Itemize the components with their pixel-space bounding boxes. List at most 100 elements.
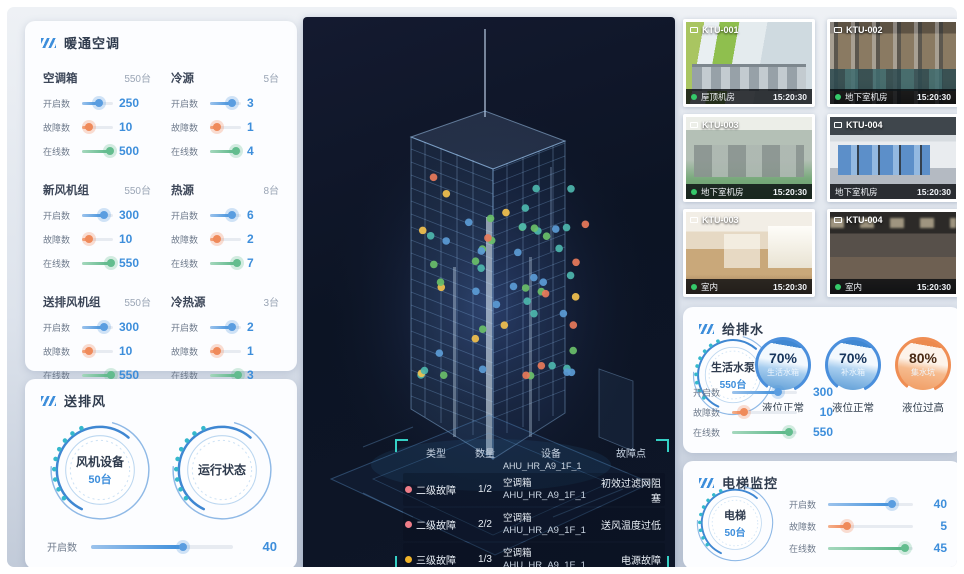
metric-value: 550 — [812, 425, 833, 439]
slider-track[interactable] — [210, 349, 241, 353]
camera-tile[interactable]: KTU-001 屋顶机房 15:20:30 — [683, 19, 815, 107]
slider-track[interactable] — [82, 261, 113, 265]
water-panel-header: 给排水 — [683, 307, 957, 344]
slider-track[interactable] — [82, 125, 113, 129]
slider-fill — [210, 149, 237, 153]
metric-value: 300 — [812, 385, 833, 399]
bracket-corner — [395, 556, 408, 567]
slider-track[interactable] — [732, 390, 797, 394]
metric-value: 7 — [247, 256, 254, 270]
partial-device-text: AHU_HR_A9_1F_1 — [503, 460, 582, 471]
camera-tile[interactable]: KTU-003 地下室机房 15:20:30 — [683, 114, 815, 202]
metric-label: 开启数 — [43, 98, 71, 109]
metric-label: 在线数 — [43, 146, 71, 157]
fans-panel: 送排风 风机设备 50台 — [25, 379, 297, 567]
fans-panel-header: 送排风 — [25, 379, 297, 416]
metric-slider: 开启数 40 — [789, 497, 947, 511]
metric-label: 在线数 — [43, 370, 71, 381]
camera-icon — [690, 122, 698, 128]
metric-value: 10 — [119, 232, 133, 246]
camera-tile[interactable]: KTU-003 室内 15:20:30 — [683, 209, 815, 297]
camera-id: KTU-004 — [846, 120, 883, 130]
fault-device-type: 空调箱 — [503, 512, 532, 524]
slider-track[interactable] — [82, 325, 113, 329]
slider-track[interactable] — [210, 261, 241, 265]
fault-level-dot — [405, 521, 412, 528]
fault-row[interactable]: 二级故障 2/2 空调箱 AHU_HR_A9_1F_1 送风温度过低 — [403, 508, 665, 541]
slider-track[interactable] — [828, 546, 913, 550]
slider-track[interactable] — [210, 125, 241, 129]
slider-track[interactable] — [732, 430, 797, 434]
slider-track[interactable] — [210, 237, 241, 241]
slider-track[interactable] — [91, 544, 233, 549]
metric-value: 6 — [247, 208, 254, 222]
slider-track[interactable] — [210, 213, 241, 217]
camera-tile[interactable]: KTU-004 室内 15:20:30 — [827, 209, 957, 297]
camera-icon — [834, 217, 842, 223]
tank-sump: 80% 集水坑 液位过高 — [893, 337, 953, 415]
slider-track[interactable] — [82, 149, 113, 153]
camera-tile[interactable]: KTU-004 地下室机房 15:20:30 — [827, 114, 957, 202]
metric-label: 开启数 — [47, 543, 77, 554]
slider-track[interactable] — [828, 524, 913, 528]
metric-value: 250 — [119, 96, 140, 110]
metric-label: 在线数 — [171, 258, 199, 269]
group-total: 8台 — [263, 186, 279, 197]
slider-track[interactable] — [732, 410, 797, 414]
camera-tile[interactable]: KTU-002 地下室机房 15:20:30 — [827, 19, 957, 107]
fault-level-dot — [405, 556, 412, 563]
gauge-title: 运行状态 — [197, 463, 246, 477]
slider-fill — [210, 213, 233, 217]
metric-slider: 在线数 3 — [171, 368, 279, 382]
metric-label: 开启数 — [43, 322, 71, 333]
metric-label: 开启数 — [171, 322, 199, 333]
slider-track[interactable] — [82, 237, 113, 241]
metric-value: 3 — [247, 368, 254, 382]
camera-feed-image: KTU-004 室内 15:20:30 — [830, 212, 956, 294]
fault-row[interactable]: 三级故障 1/3 空调箱 AHU_HR_A9_1F_1 电源故障 — [403, 543, 665, 571]
metric-slider: 故障数 10 — [693, 405, 833, 419]
slider-track[interactable] — [82, 213, 113, 217]
slider-track[interactable] — [210, 373, 241, 377]
metric-label: 故障数 — [171, 122, 199, 133]
camera-location: 地下室机房 — [845, 91, 888, 102]
slider-fill — [732, 390, 778, 394]
metric-slider: 在线数 550 — [43, 368, 151, 382]
fault-row-partial: AHU_HR_A9_1F_1 — [403, 460, 665, 471]
slider-track[interactable] — [82, 101, 113, 105]
slider-track[interactable] — [210, 149, 241, 153]
metric-slider: 故障数 10 — [43, 120, 151, 134]
slider-fill — [210, 373, 238, 377]
group-name: 送排风机组 — [43, 297, 101, 309]
fault-count: 1/3 — [478, 554, 492, 565]
metric-slider: 开启数 6 — [171, 208, 279, 222]
fault-count: 1/2 — [478, 484, 492, 495]
bracket-corner — [656, 556, 669, 567]
slider-track[interactable] — [828, 502, 913, 506]
elevator-gauge: 电梯 50台 — [695, 483, 775, 563]
panel-slashes-icon — [699, 323, 714, 334]
metric-label: 故障数 — [43, 122, 71, 133]
camera-id: KTU-003 — [702, 120, 739, 130]
slider-track[interactable] — [210, 325, 241, 329]
metric-value: 10 — [119, 344, 133, 358]
metric-slider: 开启数 40 — [47, 539, 277, 554]
fault-point: 送风温度过低 — [601, 521, 661, 532]
camera-location: 屋顶机房 — [701, 91, 736, 102]
metric-value: 10 — [239, 567, 277, 574]
metric-value: 40 — [933, 497, 947, 511]
slider-fill — [732, 410, 744, 414]
slider-track[interactable] — [82, 373, 113, 377]
metric-label: 在线数 — [789, 543, 817, 554]
fault-level: 三级故障 — [416, 556, 456, 567]
fault-row[interactable]: 二级故障 1/2 空调箱 AHU_HR_A9_1F_1 初效过滤网阻塞 — [403, 473, 665, 506]
metric-label: 开启数 — [789, 499, 817, 510]
metric-value: 2 — [247, 232, 254, 246]
camera-time: 15:20:30 — [772, 186, 807, 197]
camera-icon — [834, 27, 842, 33]
slider-track[interactable] — [82, 349, 113, 353]
slider-track[interactable] — [210, 101, 241, 105]
fault-device-id: AHU_HR_A9_1F_1 — [503, 559, 586, 571]
water-tanks: 70% 生活水箱 液位正常 70% 补水箱 液位正常 80% 集水坑 液位过高 — [753, 337, 953, 415]
metric-slider: 开启数 300 — [43, 208, 151, 222]
